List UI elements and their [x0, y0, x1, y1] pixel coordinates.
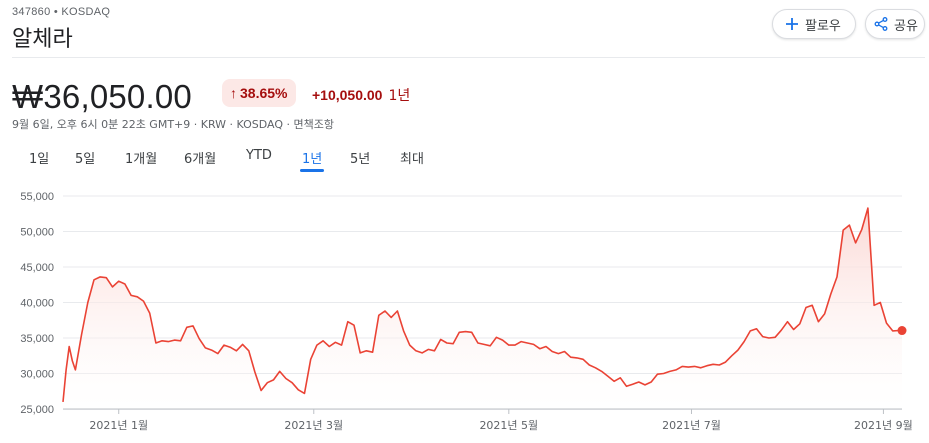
- tab-label: 5일: [75, 152, 96, 167]
- y-tick-label: 45,000: [20, 262, 54, 274]
- tab-ytd[interactable]: YTD: [246, 148, 272, 163]
- stock-name: 알체라: [12, 27, 73, 52]
- x-tick-label: 2021년 5월: [479, 419, 538, 432]
- follow-label: 팔로우: [805, 18, 841, 34]
- tab-5d[interactable]: 5일: [75, 148, 95, 167]
- tab-5y[interactable]: 5년: [350, 148, 370, 167]
- tab-label: 5년: [350, 152, 371, 167]
- quote-meta: 9월 6일, 오후 6시 0분 22초 GMT+9 · KRW · KOSDAQ…: [12, 118, 335, 131]
- change-period: 1년: [388, 88, 411, 104]
- y-tick-label: 55,000: [20, 191, 54, 203]
- change-value: +10,050.00: [312, 87, 383, 103]
- plus-icon: [785, 17, 799, 31]
- tab-label: YTD: [246, 148, 272, 163]
- tab-max[interactable]: 최대: [400, 148, 424, 167]
- price-line: [62, 207, 902, 402]
- active-tab-underline: [300, 169, 325, 172]
- tab-1y[interactable]: 1년: [300, 148, 325, 172]
- up-arrow-icon: ↑: [230, 85, 237, 101]
- x-tick-label: 2021년 3월: [284, 419, 343, 432]
- tab-6m[interactable]: 6개월: [184, 148, 216, 167]
- absolute-change: +10,050.00 1년: [312, 85, 410, 105]
- share-button[interactable]: 공유: [865, 9, 925, 39]
- tab-label: 1년: [302, 152, 323, 167]
- y-tick-label: 40,000: [20, 298, 54, 310]
- tab-label: 1개월: [125, 152, 158, 167]
- y-tick-label: 35,000: [20, 333, 54, 345]
- y-tick-label: 50,000: [20, 227, 54, 239]
- y-axis-labels: 25,000 30,000 35,000 40,000 45,000 50,000 55,0…: [20, 191, 54, 416]
- last-price-dot: [897, 326, 907, 336]
- x-tick-label: 2021년 7월: [662, 419, 721, 432]
- header-divider: [12, 57, 925, 58]
- tab-1d[interactable]: 1일: [29, 148, 49, 167]
- x-tick-label: 2021년 9월: [854, 419, 913, 432]
- tab-label: 6개월: [184, 152, 217, 167]
- ticker-exchange: 347860 • KOSDAQ: [12, 6, 111, 18]
- price-chart[interactable]: 25,000 30,000 35,000 40,000 45,000 50,000 55,0…: [0, 180, 929, 443]
- price-area: [63, 208, 902, 409]
- current-price: ₩36,050.00: [12, 78, 192, 115]
- y-tick-label: 30,000: [20, 369, 54, 381]
- percent-change-value: 38.65%: [240, 85, 288, 101]
- tab-label: 최대: [400, 152, 424, 167]
- share-icon: [874, 17, 888, 31]
- share-label: 공유: [894, 18, 918, 34]
- tab-1m[interactable]: 1개월: [125, 148, 157, 167]
- tab-label: 1일: [29, 152, 50, 167]
- x-axis-ticks: 2021년 1월 2021년 3월 2021년 5월 2021년 7월 2021년 9월: [89, 409, 913, 432]
- follow-button[interactable]: 팔로우: [772, 9, 856, 39]
- x-tick-label: 2021년 1월: [89, 419, 148, 432]
- percent-change-badge: ↑ 38.65%: [222, 79, 297, 107]
- y-tick-label: 25,000: [20, 404, 54, 416]
